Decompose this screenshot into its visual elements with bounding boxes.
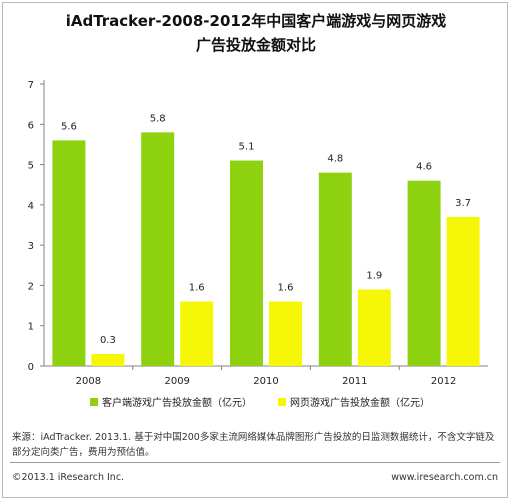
legend-swatch (90, 398, 98, 406)
bar-web-game (91, 353, 125, 366)
data-label: 0.3 (100, 335, 116, 346)
x-tick-label: 2010 (253, 376, 278, 387)
y-tick-label: 0 (28, 362, 34, 373)
legend-swatch (278, 398, 286, 406)
copyright-text: ©2013.1 iResearch Inc. (12, 472, 125, 483)
y-tick-label: 4 (28, 201, 34, 212)
bar-web-game (180, 301, 214, 366)
chart-frame (2, 2, 508, 498)
data-label: 4.8 (327, 154, 343, 165)
data-label: 1.9 (366, 270, 382, 281)
legend-label: 网页游戏广告投放金额（亿元） (290, 396, 430, 409)
website-text: www.iresearch.com.cn (391, 472, 498, 483)
x-tick-label: 2009 (164, 376, 189, 387)
data-label: 5.1 (239, 142, 255, 153)
x-tick-label: 2008 (76, 376, 101, 387)
chart-title-line2: 广告投放金额对比 (195, 36, 316, 54)
bar-client-game (141, 132, 175, 366)
bar-client-game (318, 172, 352, 366)
data-label: 5.8 (150, 113, 166, 124)
y-tick-label: 1 (28, 322, 34, 333)
y-tick-label: 2 (28, 281, 34, 292)
bar-chart: 0 1 2 3 4 5 6 7 2008 5.6 0.3 2009 5.8 1.6 2010 5.1 1.6 20… (28, 80, 488, 409)
legend-label: 客户端游戏广告投放金额（亿元） (102, 396, 252, 409)
data-label: 3.7 (455, 198, 471, 209)
data-label: 4.6 (416, 162, 432, 173)
y-tick-label: 5 (28, 161, 34, 172)
bar-client-game (230, 160, 263, 366)
bar-client-game (52, 140, 86, 366)
bar-web-game (446, 216, 480, 366)
source-note: 来源：iAdTracker. 2013.1. 基于对中国200多家主流网络媒体品… (12, 432, 495, 458)
data-label: 5.6 (61, 121, 77, 132)
x-tick-label: 2011 (342, 376, 367, 387)
y-tick-label: 7 (28, 80, 34, 91)
y-tick-label: 3 (28, 241, 34, 252)
chart-title-line1: iAdTracker-2008-2012年中国客户端游戏与网页游戏 (65, 12, 447, 30)
y-tick-label: 6 (28, 120, 34, 131)
bar-web-game (269, 301, 302, 366)
x-tick-label: 2012 (431, 376, 456, 387)
bar-web-game (357, 289, 391, 366)
data-label: 1.6 (189, 283, 205, 294)
footer-divider (10, 462, 500, 463)
data-label: 1.6 (278, 283, 294, 294)
bar-client-game (407, 180, 441, 366)
